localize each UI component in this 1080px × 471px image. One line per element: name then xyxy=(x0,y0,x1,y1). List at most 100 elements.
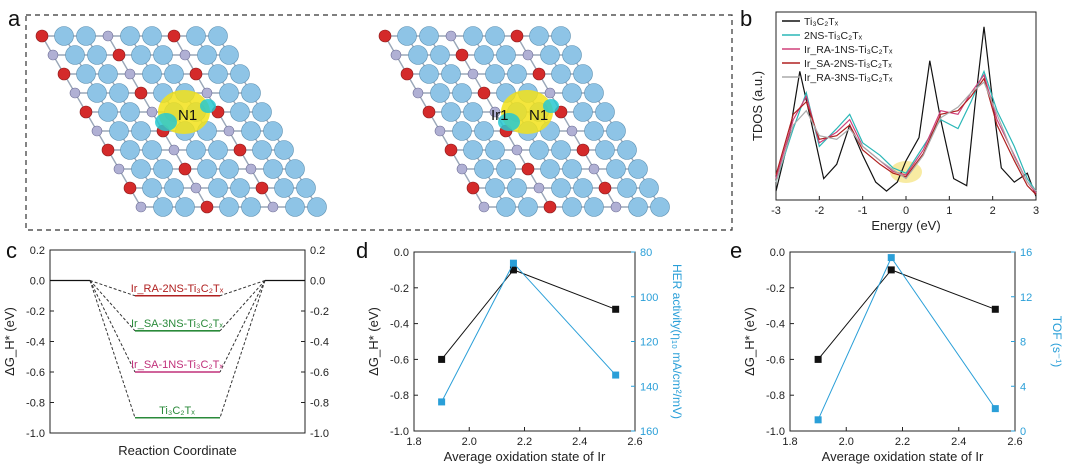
oxygen-atom xyxy=(378,29,392,43)
titanium-atom xyxy=(463,26,483,46)
y-tick-label: -0.8 xyxy=(390,390,409,402)
y-tick-label-right: 16 xyxy=(1020,247,1032,259)
charge-density-cyan xyxy=(543,99,559,113)
y-tick-label: -0.2 xyxy=(766,283,785,295)
titanium-atom xyxy=(131,121,151,141)
titanium-atom xyxy=(241,197,261,217)
titanium-atom xyxy=(507,64,527,84)
data-point xyxy=(612,305,620,313)
y-axis-label: TDOS (a.u.) xyxy=(750,71,765,141)
y-axis-label: ΔG_H* (eV) xyxy=(742,307,757,376)
titanium-atom xyxy=(208,140,228,160)
titanium-atom xyxy=(595,102,615,122)
legend-entry: Ir_SA-2NS-Ti₃C₂Tₓ xyxy=(804,58,892,70)
transition-line xyxy=(89,280,136,418)
carbon-atom xyxy=(522,49,534,61)
x-tick-label: 1.8 xyxy=(406,436,421,448)
charge-density-cyan xyxy=(498,113,520,131)
legend-entry: Ir_RA-3NS-Ti₃C₂Tₓ xyxy=(804,72,893,84)
y-axis-label: ΔG_H* (eV) xyxy=(2,307,17,376)
x-tick-label: 2.6 xyxy=(627,436,642,448)
y-tick-label: 0.0 xyxy=(770,247,785,259)
titanium-atom xyxy=(496,159,516,179)
y-tick-label: -0.6 xyxy=(390,354,409,366)
titanium-atom xyxy=(573,178,593,198)
y-tick-label: -0.4 xyxy=(390,319,409,331)
titanium-atom xyxy=(452,121,472,141)
panel-e-tof-chart: 1.8 2.0 2.2 2.4 2.6 0.0 -0.2 -0.4 -0.6 -0.8 -1.0 0 4… xyxy=(742,247,1064,464)
oxygen-atom xyxy=(112,48,126,62)
oxygen-atom xyxy=(510,29,524,43)
titanium-atom xyxy=(109,121,129,141)
y-tick-label: -0.2 xyxy=(26,306,45,318)
titanium-atom xyxy=(285,197,305,217)
titanium-atom xyxy=(540,45,560,65)
x-tick-label: -3 xyxy=(771,205,781,217)
carbon-atom xyxy=(102,30,114,42)
carbon-atom xyxy=(190,182,202,194)
carbon-atom xyxy=(478,201,490,213)
oxygen-atom xyxy=(233,143,247,157)
y-tick-label: -0.6 xyxy=(766,354,785,366)
carbon-atom xyxy=(201,87,213,99)
titanium-atom xyxy=(529,140,549,160)
carbon-atom xyxy=(445,30,457,42)
panel-label-c: c xyxy=(6,238,17,263)
data-point xyxy=(612,371,620,379)
data-point xyxy=(991,405,999,413)
site-label: N1 xyxy=(178,107,197,124)
legend-entry: 2NS-Ti₃C₂Tₓ xyxy=(804,30,863,42)
oxygen-atom xyxy=(200,200,214,214)
titanium-atom xyxy=(441,64,461,84)
x-tick-label: -1 xyxy=(858,205,868,217)
transition-line xyxy=(219,280,266,373)
data-point xyxy=(509,259,517,267)
titanium-atom xyxy=(142,140,162,160)
titanium-atom xyxy=(219,159,239,179)
y-axis-label-right: TOF (s⁻¹) xyxy=(1050,316,1064,367)
titanium-atom xyxy=(153,159,173,179)
titanium-atom xyxy=(430,83,450,103)
carbon-atom xyxy=(267,201,279,213)
titanium-atom xyxy=(452,83,472,103)
titanium-atom xyxy=(87,83,107,103)
y-tick-label-right: -0.4 xyxy=(310,337,329,349)
series-line xyxy=(817,269,996,360)
y-tick-label-right: 100 xyxy=(640,292,658,304)
oxygen-atom xyxy=(255,181,269,195)
carbon-atom xyxy=(390,49,402,61)
carbon-atom xyxy=(223,125,235,137)
y-tick-label: -0.4 xyxy=(26,337,45,349)
titanium-atom xyxy=(606,159,626,179)
oxygen-atom xyxy=(598,181,612,195)
charge-density-cyan xyxy=(200,99,216,113)
titanium-atom xyxy=(230,64,250,84)
titanium-atom xyxy=(397,26,417,46)
y-tick-label: 0.2 xyxy=(30,245,45,257)
titanium-atom xyxy=(485,26,505,46)
x-tick-label: -2 xyxy=(814,205,824,217)
y-tick-label-right: 12 xyxy=(1020,292,1032,304)
titanium-atom xyxy=(628,197,648,217)
titanium-atom xyxy=(551,64,571,84)
oxygen-atom xyxy=(134,86,148,100)
titanium-atom xyxy=(219,83,239,103)
transition-line xyxy=(89,280,136,373)
oxygen-atom xyxy=(455,48,469,62)
titanium-atom xyxy=(529,26,549,46)
carbon-atom xyxy=(245,163,257,175)
titanium-atom xyxy=(307,197,327,217)
titanium-atom xyxy=(230,102,250,122)
panel-a-frame xyxy=(25,14,733,231)
x-axis-label: Reaction Coordinate xyxy=(118,443,237,458)
oxygen-atom xyxy=(422,105,436,119)
titanium-atom xyxy=(639,178,659,198)
carbon-atom xyxy=(511,144,523,156)
titanium-atom xyxy=(474,45,494,65)
y-tick-label: -0.8 xyxy=(26,398,45,410)
oxygen-atom xyxy=(444,143,458,157)
plot-frame xyxy=(413,251,636,432)
panel-label-b: b xyxy=(740,6,752,31)
data-point xyxy=(814,355,822,363)
